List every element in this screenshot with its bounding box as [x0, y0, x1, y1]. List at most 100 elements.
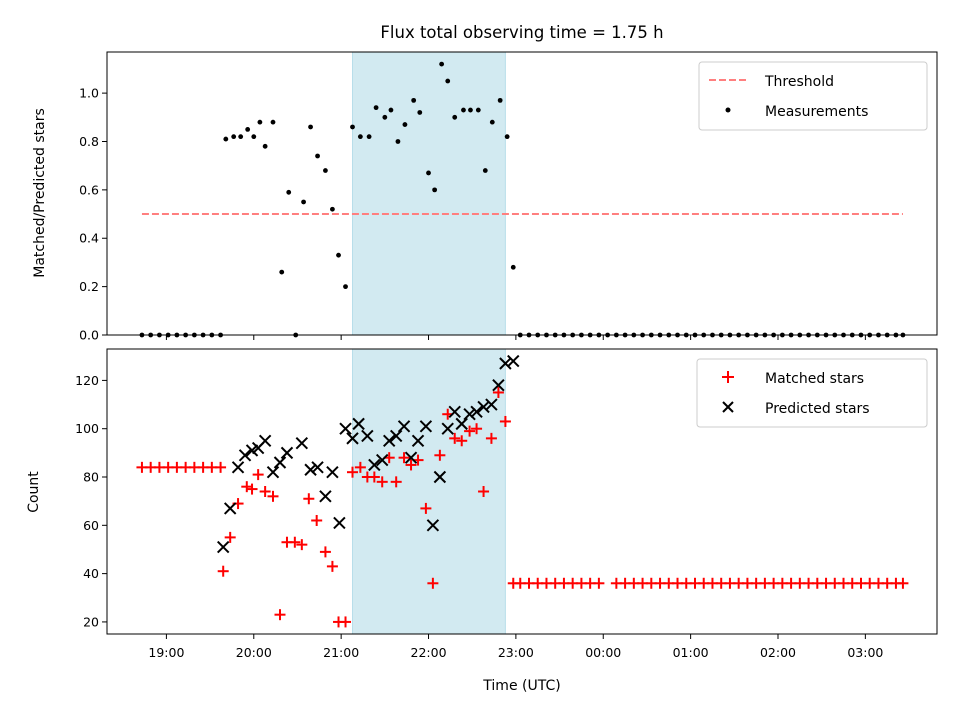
predicted-star-marker	[448, 405, 461, 419]
x-tick-label: 22:00	[411, 645, 447, 660]
predicted-star-marker	[419, 420, 433, 433]
matched-star-marker	[485, 432, 497, 444]
top-y-tick-label: 1.0	[79, 86, 99, 101]
measurement-point	[357, 134, 363, 140]
measurement-point	[330, 206, 335, 212]
matched-star-marker	[303, 493, 315, 505]
bottom-y-axis: 20 40 60 80 100 120	[75, 373, 107, 629]
legend-predicted-label: Predicted stars	[765, 401, 870, 417]
predicted-star-marker	[231, 461, 245, 474]
measurement-point	[468, 107, 473, 113]
measurement-point	[251, 134, 257, 140]
measurement-point	[489, 119, 495, 125]
top-x-ticks	[165, 335, 866, 340]
bottom-axes-frame	[106, 348, 938, 635]
predicted-star-marker	[319, 490, 332, 503]
top-y-tick-label: 0.0	[79, 328, 99, 343]
measurement-point	[497, 97, 503, 103]
matched-star-marker	[464, 425, 476, 437]
measurement-point	[257, 119, 263, 125]
predicted-star-marker	[238, 449, 252, 462]
top-panel: Flux total observing time = 1.75 h 0.00.…	[32, 23, 938, 343]
x-tick-label: 20:00	[236, 645, 272, 660]
bottom-y-tick-label: 40	[83, 566, 99, 581]
x-tick-label: 01:00	[673, 645, 709, 660]
top-y-axis: 0.0 0.2 0.4 0.6 0.8 1.0	[79, 86, 107, 343]
matched-star-marker	[319, 546, 331, 558]
top-y-tick-label: 0.2	[79, 279, 99, 294]
measurement-point	[343, 284, 348, 290]
predicted-star-marker	[485, 398, 498, 411]
measurement-point	[482, 168, 488, 173]
measurement-point	[308, 124, 313, 130]
measurement-point	[504, 134, 510, 140]
predicted-star-marker	[507, 354, 520, 368]
top-y-tick-label: 0.8	[79, 134, 99, 149]
matched-star-marker	[478, 486, 490, 497]
matched-star-marker	[420, 502, 432, 514]
predicted-star-marker	[397, 420, 411, 433]
measurement-point	[223, 136, 229, 142]
bottom-y-tick-label: 60	[83, 518, 99, 533]
measurement-point	[510, 264, 516, 270]
measurement-point	[350, 124, 355, 130]
bottom-x-axis: 19:00 20:00 21:00 22:00 23:00 00:00 01:00 02:00…	[148, 634, 883, 660]
matched-star-marker	[267, 490, 279, 502]
predicted-star-marker	[404, 451, 418, 464]
x-tick-label: 21:00	[323, 645, 359, 660]
top-y-axis-label: Matched/Predicted stars	[32, 108, 48, 278]
measurement-point	[373, 105, 379, 111]
predicted-star-marker	[376, 453, 389, 467]
predicted-star-marker	[361, 429, 374, 443]
matched-star-marker	[390, 476, 402, 488]
predicted-star-marker	[216, 540, 230, 554]
predicted-star-marker	[499, 357, 512, 370]
predicted-star-marker	[266, 465, 280, 479]
matched-star-marker	[246, 483, 258, 495]
predicted-star-marker	[455, 417, 468, 431]
measurement-point	[461, 107, 466, 113]
matched-star-marker	[405, 459, 417, 471]
bottom-legend-box	[696, 358, 928, 428]
matched-star-marker	[224, 531, 236, 543]
measurement-point	[445, 78, 451, 84]
predicted-star-marker	[433, 470, 447, 484]
matched-star-marker	[241, 481, 253, 493]
measurement-point	[286, 189, 292, 195]
measurement-point	[301, 199, 306, 205]
matched-star-marker	[434, 449, 446, 461]
predicted-star-marker	[368, 458, 381, 472]
predicted-star-marker	[326, 465, 339, 479]
predicted-star-marker	[477, 400, 490, 414]
matched-star-marker	[398, 452, 410, 464]
x-axis-label: Time (UTC)	[482, 678, 560, 694]
matched-star-marker	[252, 469, 264, 481]
predicted-star-marker	[258, 434, 272, 447]
measurement-point	[336, 252, 341, 258]
measurement-point	[231, 134, 237, 140]
matched-star-marker	[326, 560, 338, 572]
matched-star-marker	[296, 539, 308, 551]
predicted-star-marker	[426, 519, 440, 532]
predicted-star-marker	[352, 417, 365, 431]
matched-star-marker	[311, 514, 323, 526]
top-axes-frame	[106, 51, 938, 336]
matched-star-marker	[259, 486, 271, 497]
bottom-legend: Matched stars Predicted stars	[696, 358, 928, 428]
measurement-point	[382, 114, 388, 120]
predicted-star-marker	[389, 429, 403, 443]
matched-star-marker	[217, 565, 229, 577]
predicted-star-marker	[304, 463, 317, 476]
bottom-panel: 20 40 60 80 100 120 19:00 20:00 21:00 22:00 23:00…	[26, 348, 938, 694]
predicted-star-marker	[223, 502, 237, 515]
measurement-point	[388, 107, 394, 113]
top-shaded-region	[352, 51, 506, 336]
matched-star-marker	[456, 435, 468, 447]
measurement-point	[475, 107, 481, 113]
measurement-point	[323, 168, 328, 173]
measurement-point	[395, 139, 401, 144]
x-tick-label: 19:00	[148, 645, 184, 660]
predicted-star-marker	[273, 456, 287, 469]
bottom-y-tick-label: 100	[75, 421, 99, 436]
measurement-point	[452, 114, 458, 120]
